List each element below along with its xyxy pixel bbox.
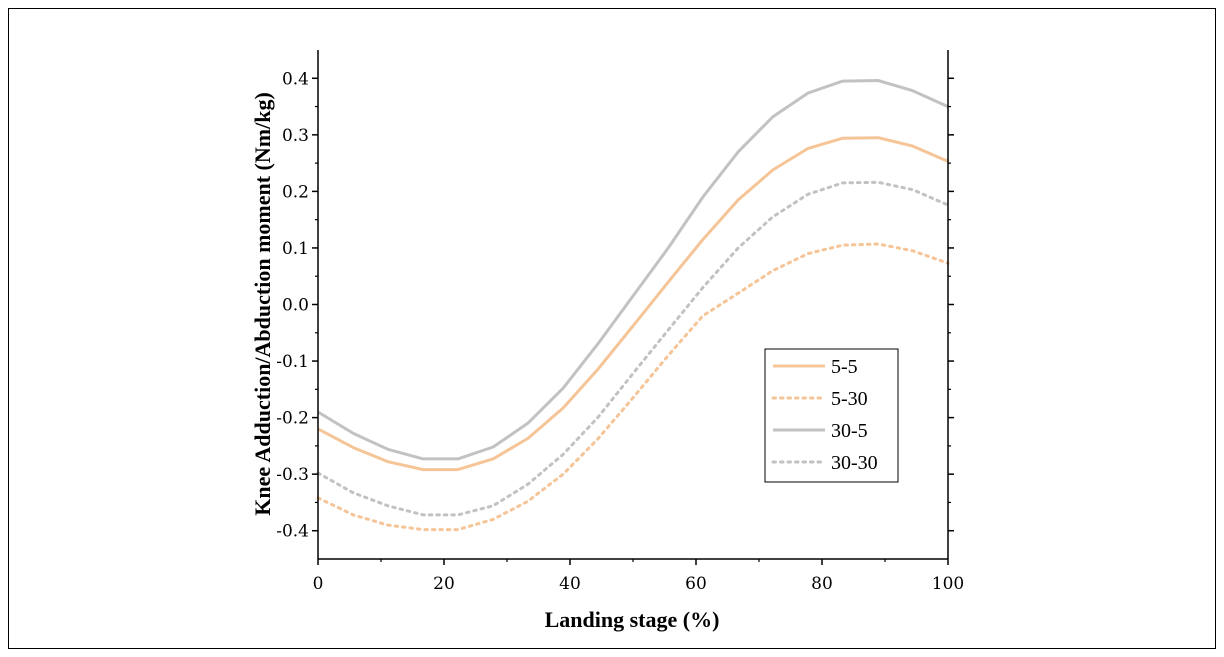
x-tick-label: 80	[811, 574, 833, 594]
legend: 5-5 5-30 30-5 30-30	[764, 348, 899, 483]
series-line-30-30	[316, 180, 950, 517]
x-tick-label: 0	[313, 574, 324, 594]
axes-layer	[317, 50, 949, 560]
y-tick-label: 0.4	[282, 69, 309, 89]
y-tick-label: 0.2	[282, 182, 309, 202]
legend-label: 5-30	[831, 388, 868, 410]
figure-frame	[8, 8, 1216, 649]
y-tick-label: 0.0	[282, 296, 309, 316]
legend-label: 5-5	[831, 356, 858, 378]
legend-label: 30-30	[831, 452, 878, 474]
x-tick-label: 100	[932, 574, 964, 594]
y-axis-title: Knee Adduction/Abduction moment (Nm/kg)	[250, 92, 275, 516]
y-tick-label: -0.4	[276, 522, 309, 542]
y-tick-label: 0.3	[282, 126, 309, 146]
x-axis-title: Landing stage (%)	[545, 607, 720, 632]
series-line-30-5	[317, 79, 949, 461]
x-tick-label: 20	[433, 574, 455, 594]
ticks-layer: -0.4 -0.3 -0.2 -0.1 0.0 0.1 0.2 0.3 0.4 0 20 40 60 80…	[276, 69, 964, 594]
y-tick-label: -0.1	[276, 352, 309, 372]
legend-box	[764, 348, 899, 483]
x-tick-label: 40	[559, 574, 581, 594]
x-tick-label: 60	[685, 574, 707, 594]
series-layer	[316, 79, 950, 532]
y-tick-label: -0.3	[276, 465, 309, 485]
y-tick-label: 0.1	[282, 239, 309, 259]
series-line-5-30	[316, 242, 950, 532]
y-tick-label: -0.2	[276, 409, 309, 429]
series-line-5-5	[317, 136, 949, 472]
legend-label: 30-5	[831, 420, 868, 442]
